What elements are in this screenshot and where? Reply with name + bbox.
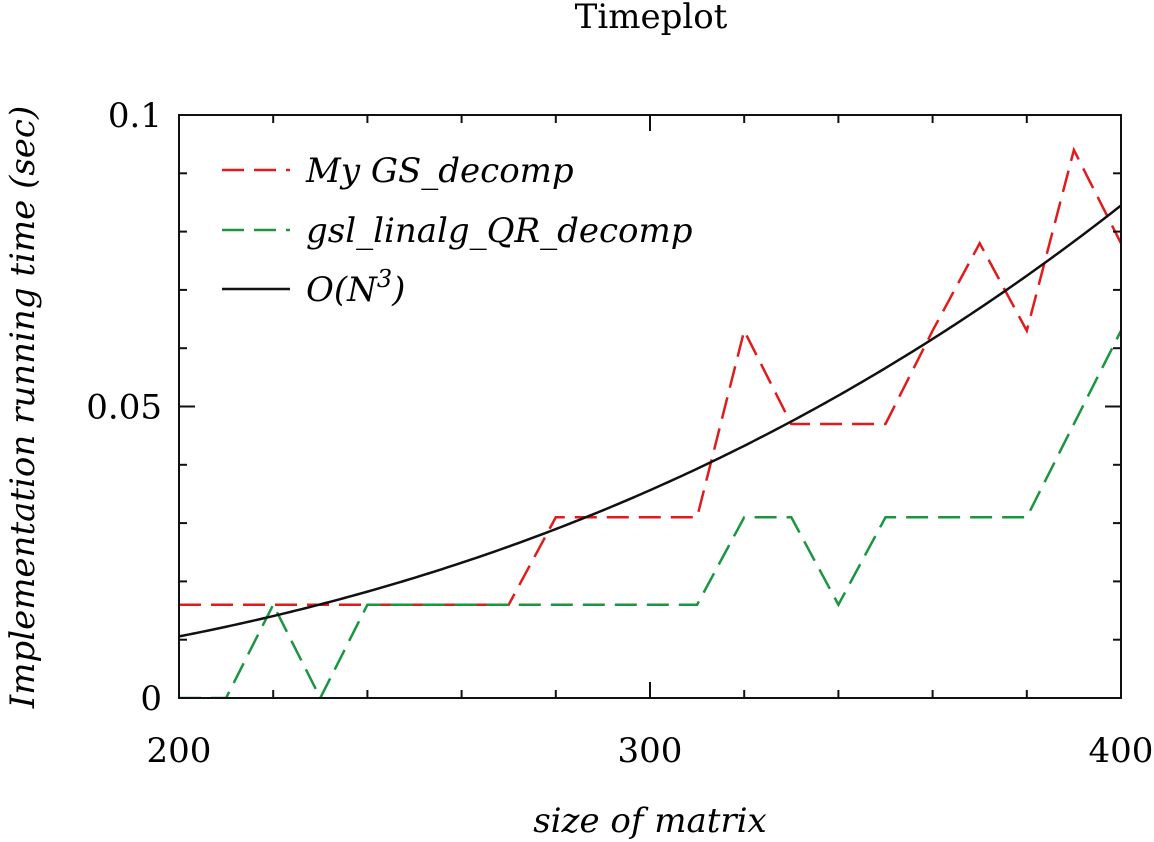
series-layer — [179, 146, 1121, 698]
series-line-0 — [179, 146, 1121, 606]
axis-ticks: 200 300 400 0 0.05 0.1 — [86, 96, 1153, 771]
series-group — [179, 146, 1121, 698]
y-axis-label: Implementation running time (sec) — [3, 106, 43, 709]
x-axis-label: size of matrix — [533, 801, 767, 841]
y-tick-label: 0 — [140, 679, 162, 719]
legend-label-2: O(N3) — [306, 265, 405, 310]
legend-label-0: My GS_decomp — [305, 151, 574, 191]
chart-title: Timeplot — [575, 0, 728, 37]
legend: My GS_decomp gsl_linalg_QR_decomp O(N3) — [222, 151, 693, 310]
x-tick-label: 400 — [1089, 731, 1154, 771]
x-tick-label: 300 — [618, 731, 683, 771]
x-tick-label: 200 — [147, 731, 212, 771]
series-line-2 — [179, 204, 1121, 638]
y-tick-label: 0.1 — [108, 96, 162, 136]
series-line-1 — [179, 330, 1121, 698]
y-tick-label: 0.05 — [86, 388, 162, 428]
plot-frame — [178, 114, 1122, 699]
legend-label-1: gsl_linalg_QR_decomp — [306, 211, 693, 251]
